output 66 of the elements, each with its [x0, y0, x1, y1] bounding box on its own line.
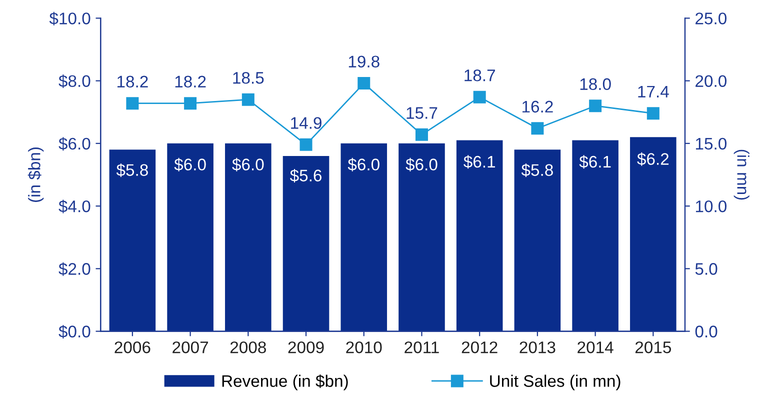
data-label: 18.5	[233, 72, 264, 84]
y-tick-label: $4.0	[58, 200, 90, 214]
data-label: 18.2	[117, 76, 148, 88]
y-tick-label: $6.0	[58, 137, 90, 151]
data-label: 18.7	[464, 69, 495, 82]
data-label: $5.8	[116, 163, 148, 177]
bar	[109, 150, 156, 332]
point	[242, 93, 254, 106]
point	[184, 97, 197, 110]
data-label: 16.2	[522, 100, 553, 113]
point	[415, 128, 428, 141]
data-label: 17.4	[638, 86, 669, 98]
bar	[398, 143, 445, 332]
data-label: 18.0	[580, 78, 611, 90]
x-tick-label: 2014	[578, 341, 614, 354]
data-label: $6.0	[232, 158, 264, 172]
legend-label: Revenue (in $bn)	[222, 374, 348, 390]
bar	[514, 150, 561, 332]
bar	[225, 143, 272, 332]
x-tick-label: 2009	[288, 341, 324, 354]
point	[531, 122, 544, 135]
data-label: 19.8	[348, 56, 380, 68]
bar	[456, 140, 503, 332]
x-tick-label: 2015	[635, 341, 672, 354]
data-label: $5.6	[290, 168, 322, 182]
point	[358, 77, 370, 90]
point	[646, 107, 660, 120]
x-tick-label: 2007	[172, 341, 208, 354]
bar	[572, 140, 618, 332]
y-tick-label: $10.0	[49, 12, 90, 26]
point	[300, 138, 312, 151]
data-label: $6.1	[464, 155, 495, 169]
y2-axis-title: (in mn)	[734, 150, 750, 200]
y-tick-label: $8.0	[58, 74, 90, 88]
y2-tick-label: 25.0	[696, 12, 726, 24]
point	[473, 90, 486, 104]
data-label: $6.0	[348, 158, 380, 172]
bar	[340, 143, 388, 332]
bar	[630, 137, 676, 332]
y2-tick-label: 20.0	[696, 75, 726, 88]
y2-tick-label: 10.0	[696, 200, 726, 212]
data-label: $6.2	[637, 152, 669, 166]
bar	[167, 143, 214, 332]
x-tick-label: 2006	[114, 341, 150, 354]
data-label: 15.7	[406, 107, 438, 119]
data-label: $5.8	[521, 163, 553, 177]
data-label: $6.1	[579, 155, 611, 169]
x-tick-label: 2010	[346, 341, 382, 354]
x-tick-label: 2012	[462, 341, 498, 354]
x-tick-label: 2008	[230, 341, 266, 354]
x-tick-label: 2011	[404, 341, 439, 354]
point	[126, 97, 139, 110]
legend-label: Unit Sales (in mn)	[490, 374, 620, 390]
point	[589, 100, 602, 112]
data-label: 14.9	[291, 117, 322, 129]
x-tick-label: 2013	[520, 341, 556, 354]
data-label: $6.0	[174, 158, 206, 172]
y2-tick-label: 15.0	[696, 138, 726, 150]
y2-tick-label: 5.0	[695, 263, 718, 275]
y2-tick-label: 0.0	[695, 326, 718, 338]
data-label: $6.0	[406, 158, 438, 172]
bar	[282, 156, 330, 332]
y-axis-title: (in $bn)	[28, 148, 44, 202]
y-tick-label: $0.0	[58, 324, 90, 338]
y-tick-label: $2.0	[58, 262, 90, 276]
data-label: 18.2	[175, 76, 206, 88]
